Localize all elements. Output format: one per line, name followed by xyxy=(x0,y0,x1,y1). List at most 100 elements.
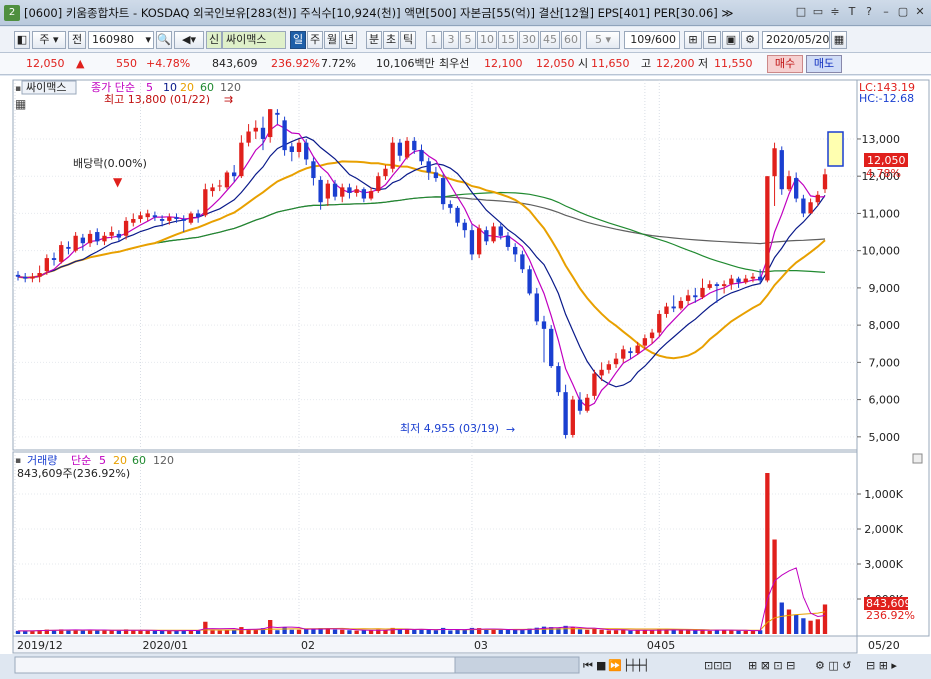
volume-ma xyxy=(18,567,826,632)
page-count-field[interactable]: 109/600 xyxy=(624,31,680,49)
nav-stop-icon[interactable]: ■ xyxy=(596,659,606,672)
custom-interval-select[interactable]: 5 ▾ xyxy=(586,31,620,49)
sound-icon[interactable]: ◀▾ xyxy=(174,31,204,49)
period-second[interactable]: 초 xyxy=(383,31,399,49)
interval-3[interactable]: 3 xyxy=(443,31,459,49)
text-icon[interactable]: T xyxy=(848,5,856,18)
period-minute[interactable]: 분 xyxy=(366,31,382,49)
candle-body xyxy=(80,237,86,244)
save-icon[interactable]: ▣ xyxy=(722,31,740,49)
volume-current: 843,609주(236.92%) xyxy=(17,467,130,480)
candle-body xyxy=(102,235,107,242)
volume-pane-menu-icon[interactable]: ▪ xyxy=(15,456,21,466)
candle-body xyxy=(347,187,352,193)
candle-body xyxy=(491,226,496,242)
volume-ma-label: 단순 xyxy=(71,454,91,467)
prev-button[interactable]: 전 xyxy=(68,31,86,49)
link-icon[interactable]: □ xyxy=(795,5,807,18)
close-icon[interactable]: ✕ xyxy=(915,5,925,18)
grid-icon[interactable]: ▦ xyxy=(15,97,26,111)
period-month[interactable]: 월 xyxy=(324,31,340,49)
nav-tools-icon[interactable]: ⊡⊡⊡ xyxy=(704,659,732,672)
volume-bar xyxy=(570,627,575,634)
volume-bar xyxy=(159,630,165,634)
zoom-out-icon[interactable]: ⊟ xyxy=(703,31,721,49)
date-field[interactable]: 2020/05/20 xyxy=(762,31,830,49)
candle-body xyxy=(736,278,741,283)
volume-bar xyxy=(203,621,208,634)
volume-bar xyxy=(181,630,186,634)
mode-label: 주 xyxy=(39,33,50,46)
volume-bar xyxy=(707,630,712,634)
period-year[interactable]: 년 xyxy=(341,31,357,49)
search-icon[interactable]: 🔍 xyxy=(156,31,172,49)
volume-bar xyxy=(217,630,222,634)
volume-bar xyxy=(152,630,158,634)
restore-icon[interactable]: ▢ xyxy=(897,5,909,18)
scrollbar-thumb[interactable] xyxy=(454,656,580,674)
ma60-label: 60 xyxy=(200,81,214,94)
pin-icon[interactable]: ▭ xyxy=(812,5,824,18)
candle-body xyxy=(685,295,691,301)
calendar-icon[interactable]: ▦ xyxy=(831,31,847,49)
stock-name-field[interactable]: 싸이맥스 xyxy=(222,31,286,49)
code-input[interactable]: 160980 ▾ xyxy=(88,31,154,49)
volume-bar xyxy=(376,629,381,634)
period-day[interactable]: 일 xyxy=(290,31,306,49)
scrollbar-track[interactable] xyxy=(14,656,456,674)
mode-select[interactable]: 주 ▾ xyxy=(32,31,66,49)
candle-body xyxy=(304,142,309,160)
volume-bar xyxy=(210,630,215,634)
volume-pane-close-icon[interactable] xyxy=(912,453,923,464)
candle-body xyxy=(772,148,777,177)
candle-body xyxy=(246,131,251,143)
low-label: 저 xyxy=(698,57,709,70)
nav-zoom-icon[interactable]: ⊟ ⊞ ▸ xyxy=(866,659,897,672)
high-label: 고 xyxy=(641,57,652,70)
scroll-controls[interactable]: ⏮ ■ ⏩ ├┼┼┤ ⊡⊡⊡ ⊞ ⊠ ⊡ ⊟ ⚙ ◫ ↺ ⊟ ⊞ ▸ xyxy=(14,656,897,674)
pane-menu-icon[interactable]: ▪ xyxy=(15,84,21,94)
interval-10[interactable]: 10 xyxy=(477,31,497,49)
nav-ruler-icon[interactable]: ├┼┼┤ xyxy=(623,658,650,672)
stock-tag-box[interactable] xyxy=(21,80,77,95)
ma5-label: 5 xyxy=(146,81,153,94)
candle-body xyxy=(822,174,828,190)
candle-body xyxy=(786,176,792,190)
zoom-in-icon[interactable]: ⊞ xyxy=(684,31,702,49)
interval-5[interactable]: 5 xyxy=(460,31,476,49)
ma10-line xyxy=(17,136,826,388)
rank-icon[interactable]: ≑ xyxy=(830,5,840,18)
interval-30[interactable]: 30 xyxy=(519,31,539,49)
nav-first-icon[interactable]: ⏮ xyxy=(583,659,593,672)
chart-area[interactable]: 13,000 12,000 11,000 10,000 9,000 8,000 7,000 6… xyxy=(0,76,931,679)
volume-bar xyxy=(613,630,619,634)
interval-15[interactable]: 15 xyxy=(498,31,518,49)
period-week[interactable]: 주 xyxy=(307,31,323,49)
stock-chart[interactable]: 13,000 12,000 11,000 10,000 9,000 8,000 7,000 6… xyxy=(0,76,931,679)
volume-bar xyxy=(404,629,410,634)
volume-bar xyxy=(145,630,150,634)
new-badge: 신 xyxy=(206,31,222,49)
interval-45[interactable]: 45 xyxy=(540,31,560,49)
layout-icon[interactable]: ◧ xyxy=(14,31,30,49)
nav-tools2-icon[interactable]: ⊞ ⊠ ⊡ ⊟ xyxy=(748,659,795,672)
volume-bar xyxy=(15,630,21,634)
gear-icon[interactable]: ⚙ xyxy=(741,31,759,49)
volume-bar xyxy=(563,625,568,634)
interval-60[interactable]: 60 xyxy=(561,31,581,49)
candle-body xyxy=(541,321,547,329)
nav-next-icon[interactable]: ⏩ xyxy=(608,659,622,672)
minimize-icon[interactable]: – xyxy=(883,5,889,18)
volume-bar xyxy=(649,630,655,634)
candle-body xyxy=(383,168,388,177)
buy-button[interactable]: 매수 xyxy=(767,55,803,73)
volume-bar xyxy=(599,629,604,634)
sell-button[interactable]: 매도 xyxy=(806,55,842,73)
period-tick[interactable]: 틱 xyxy=(400,31,416,49)
interval-1[interactable]: 1 xyxy=(426,31,442,49)
volume-bar xyxy=(527,628,532,634)
nav-tools3-icon[interactable]: ⚙ ◫ ↺ xyxy=(815,659,851,672)
help-icon[interactable]: ? xyxy=(866,5,872,18)
volume-bar xyxy=(102,630,107,634)
candle-body xyxy=(729,278,734,285)
